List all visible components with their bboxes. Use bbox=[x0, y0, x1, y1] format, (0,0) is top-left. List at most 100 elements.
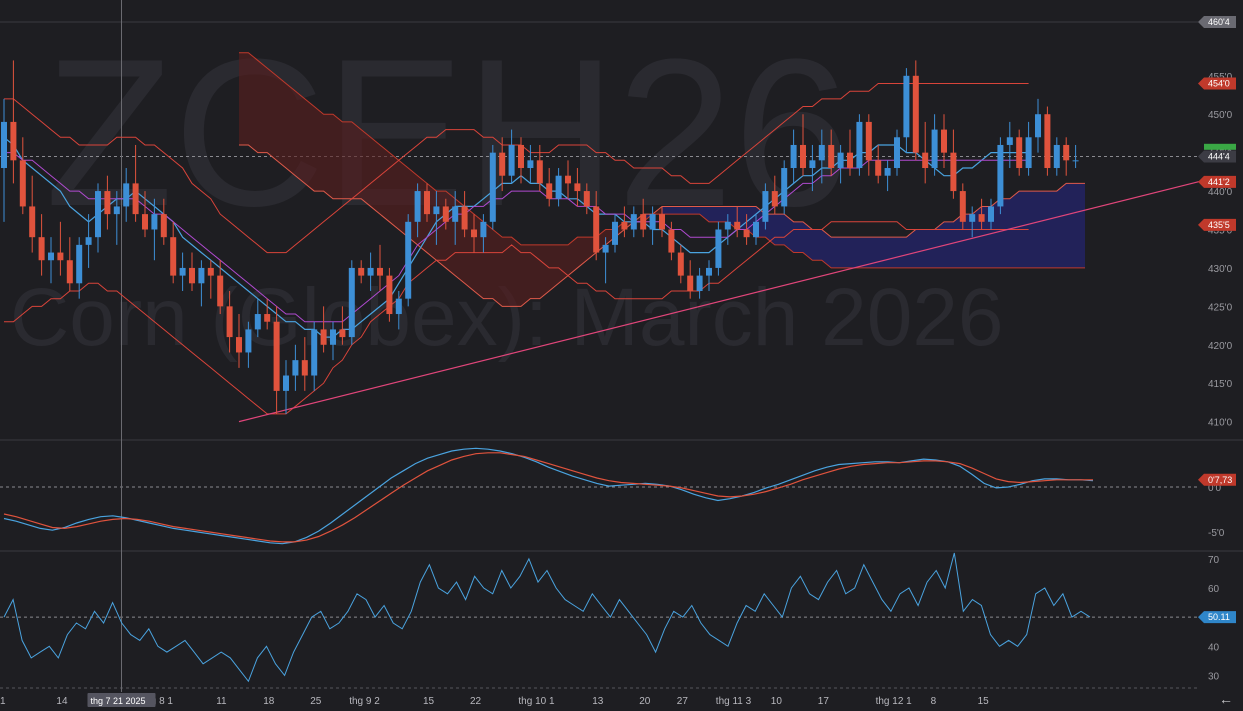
badge-band-upper-shape bbox=[1198, 77, 1236, 90]
price-tick-label: 420'0 bbox=[1208, 341, 1233, 352]
candle bbox=[762, 183, 769, 230]
badge-current-price: 444'4 bbox=[1198, 150, 1236, 163]
candle-body bbox=[781, 168, 788, 207]
candle bbox=[583, 183, 590, 215]
scroll-back-icon[interactable]: ← bbox=[1219, 691, 1233, 707]
candle bbox=[160, 198, 167, 245]
candle-body bbox=[10, 121, 17, 161]
candle bbox=[198, 260, 205, 307]
candle bbox=[612, 214, 618, 253]
candle-body bbox=[1063, 144, 1070, 161]
candle-body bbox=[170, 237, 177, 276]
candle-body bbox=[226, 306, 233, 338]
candle-body bbox=[875, 160, 882, 176]
candle-body bbox=[424, 191, 430, 215]
candle-body bbox=[48, 252, 54, 261]
candle-body bbox=[593, 206, 600, 253]
date-tick-label: 27 bbox=[677, 696, 689, 707]
price-tick-label: 435'0 bbox=[1208, 226, 1233, 237]
candle bbox=[922, 121, 929, 184]
price-tick-label: 450'0 bbox=[1208, 110, 1233, 121]
candle bbox=[508, 129, 515, 184]
candle-body bbox=[837, 152, 844, 169]
price-badges: 460'4 454'0 444'4 441'2 435'5 0'7,73 50.11 bbox=[1198, 16, 1236, 624]
candle bbox=[10, 60, 17, 184]
candle-body bbox=[386, 275, 393, 315]
badge-rsi: 50.11 bbox=[1198, 611, 1236, 624]
rsi-line bbox=[3, 552, 1091, 683]
trendline bbox=[238, 178, 1208, 423]
candle bbox=[19, 137, 26, 215]
y-axis-labels: 410'0415'0420'0425'0430'0435'0440'0445'0… bbox=[1208, 72, 1233, 683]
candle bbox=[602, 237, 609, 284]
candle bbox=[1044, 106, 1051, 176]
candle bbox=[226, 290, 233, 353]
candle-body bbox=[29, 206, 36, 238]
badge-last-price-shape bbox=[1198, 175, 1236, 188]
candle-body bbox=[301, 360, 308, 376]
candle bbox=[38, 214, 45, 276]
badge-last-price-text: 441'2 bbox=[1208, 177, 1230, 187]
candle-body bbox=[1053, 144, 1060, 169]
candle bbox=[1053, 137, 1060, 176]
candle-body bbox=[508, 144, 515, 176]
candle bbox=[715, 221, 722, 276]
candle bbox=[414, 183, 421, 238]
badge-band-upper-text: 454'0 bbox=[1208, 78, 1230, 88]
candle-body bbox=[997, 144, 1004, 207]
candle bbox=[245, 321, 252, 368]
candle bbox=[912, 60, 919, 161]
candle-body bbox=[76, 244, 83, 284]
candle bbox=[771, 175, 778, 215]
candle bbox=[1072, 144, 1079, 169]
candle bbox=[311, 321, 318, 391]
candle bbox=[894, 129, 900, 176]
candle bbox=[809, 144, 816, 192]
candle bbox=[1035, 98, 1041, 153]
candle bbox=[781, 160, 788, 215]
candle bbox=[988, 198, 994, 230]
candle-body bbox=[179, 267, 186, 276]
candle-body bbox=[762, 191, 769, 222]
candle-body bbox=[207, 267, 214, 276]
candle bbox=[489, 144, 496, 230]
candle-body bbox=[254, 314, 261, 330]
candle-body bbox=[348, 267, 355, 338]
macd-signal-line bbox=[3, 452, 1093, 543]
candle bbox=[527, 144, 534, 184]
candle-body bbox=[724, 221, 731, 230]
candle bbox=[837, 144, 844, 184]
candle bbox=[189, 252, 195, 291]
candle bbox=[790, 129, 797, 184]
candle-body bbox=[1, 121, 7, 169]
date-tick-label: 11 bbox=[216, 696, 227, 707]
cloud-bull-area bbox=[662, 183, 1085, 268]
candle-body bbox=[969, 214, 976, 222]
candle-body bbox=[330, 329, 336, 345]
candle-body bbox=[283, 375, 289, 391]
candle bbox=[884, 160, 891, 192]
candle-body bbox=[978, 214, 985, 222]
candle-body bbox=[865, 121, 872, 161]
badge-price-high-shape bbox=[1198, 16, 1236, 28]
candle-body bbox=[687, 275, 694, 291]
candle-body bbox=[621, 221, 628, 230]
candle-body bbox=[273, 321, 280, 391]
date-axis: 1 14 thg 8 1 11 18 25 thg 9 2 15 22 thg 10 1 13 20 2… bbox=[0, 693, 989, 707]
price-tick-label: 440'0 bbox=[1208, 187, 1233, 198]
date-tick-label: 22 bbox=[470, 696, 482, 707]
candle bbox=[179, 252, 186, 291]
candle-body bbox=[950, 152, 957, 192]
badge-rsi-text: 50.11 bbox=[1208, 612, 1230, 622]
rsi-tick-label: 70 bbox=[1208, 555, 1220, 566]
candle bbox=[724, 214, 731, 245]
candle-body bbox=[245, 329, 252, 353]
candle-body bbox=[527, 160, 534, 169]
date-tick-label: 20 bbox=[639, 696, 651, 707]
candle-body bbox=[123, 183, 130, 207]
candle bbox=[320, 306, 327, 353]
candle-body bbox=[395, 298, 402, 315]
candle-body bbox=[640, 214, 647, 230]
